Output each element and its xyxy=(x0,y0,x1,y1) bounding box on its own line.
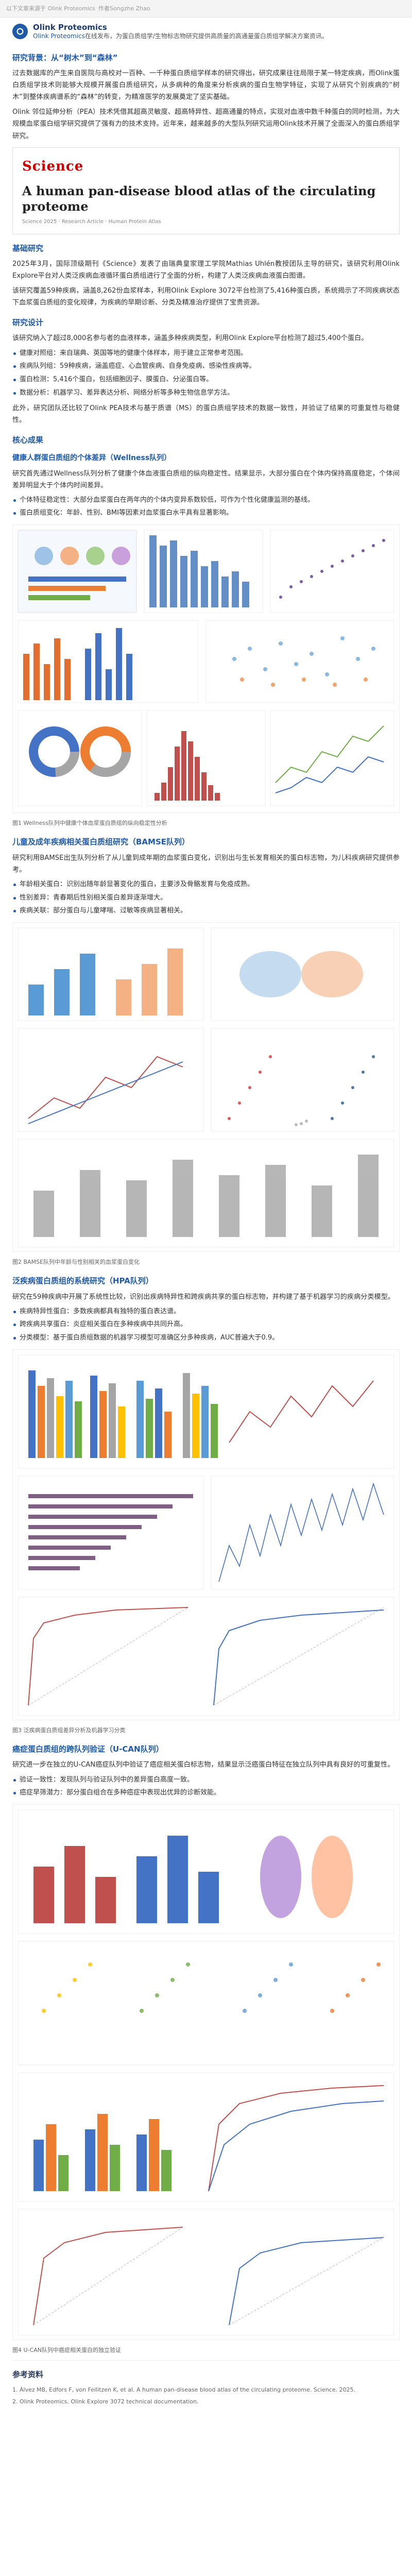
figure-4 xyxy=(12,1804,400,2341)
ucan-list: 验证一致性：发现队列与验证队列中的差异蛋白高度一致。 癌症早筛潜力：部分蛋白组合… xyxy=(12,1774,400,1800)
journal-logo: Science xyxy=(22,158,84,174)
paragraph-wellness: 研究首先通过Wellness队列分析了健康个体血液蛋白质组的纵向稳定性。结果显示… xyxy=(12,469,400,489)
bamse-list: 年龄相关蛋白：识别出随年龄显著变化的蛋白，主要涉及骨骼发育与免疫成熟。 性别差异… xyxy=(12,879,400,917)
figure-2-caption: 图2 BAMSE队列中年龄与性别相关的血浆蛋白变化 xyxy=(12,1259,140,1266)
list-item: 健康对照组：来自瑞典、英国等地的健康个体样本，用于建立正常参考范围。 xyxy=(12,348,400,360)
account-description: Olink Proteomics在线发布，为蛋白质组学/生物标志物研究提供高质量… xyxy=(33,32,328,40)
paragraph-ucan: 研究进一步在独立的U-CAN癌症队列中验证了癌症相关蛋白标志物，结果显示泛癌蛋白… xyxy=(12,1761,394,1769)
topbar-source: 以下文章来源于 Olink Proteomics xyxy=(6,5,95,12)
account-header[interactable]: Olink Proteomics Olink Proteomics在线发布，为蛋… xyxy=(12,18,400,44)
figure-4-graphic xyxy=(18,1809,394,2336)
figure-2-graphic xyxy=(18,927,394,1248)
hpa-list: 疾病特异性蛋白：多数疾病都具有独特的蛋白表达谱。 跨疾病共享蛋白：炎症相关蛋白在… xyxy=(12,1306,400,1344)
list-item: 蛋白质组变化：年龄、性别、BMI等因素对血浆蛋白水平具有显著影响。 xyxy=(12,507,400,519)
subhead-wellness: 健康人群蛋白质组的个体差异（Wellness队列） xyxy=(12,454,171,463)
list-item: 数据分析：机器学习、差异表达分析、网络分析等多种生物信息学方法。 xyxy=(12,387,400,399)
list-item: 个体特征稳定性：大部分血浆蛋白在两年内的个体内变异系数较低，可作为个性化健康监测… xyxy=(12,495,400,506)
paragraph-background-2: Olink 邻位延伸分析（PEA）技术凭借其超高灵敏度、超高特异性、超高通量的特… xyxy=(12,108,400,140)
reference-item: 2. Olink Proteomics. Olink Explore 3072 … xyxy=(12,2398,199,2405)
design-list: 健康对照组：来自瑞典、英国等地的健康个体样本，用于建立正常参考范围。 疾病队列组… xyxy=(12,348,400,399)
section-title-basic: 基础研究 xyxy=(12,243,44,253)
list-item: 疾病关联：部分蛋白与儿童哮喘、过敏等疾病显著相关。 xyxy=(12,905,400,917)
section-title-hpa: 泛疾病蛋白质组的系统研究（HPA队列） xyxy=(12,1276,153,1286)
figure-1-caption: 图1 Wellness队列中健康个体血浆蛋白质组的纵向稳定性分析 xyxy=(12,820,167,827)
reference-item: 1. Álvez MB, Edfors F, von Feilitzen K, … xyxy=(12,2386,355,2393)
paper-title: A human pan-disease blood atlas of the c… xyxy=(22,183,376,214)
list-item: 疾病队列组：59种疾病，涵盖癌症、心血管疾病、自身免疫病、感染性疾病等。 xyxy=(12,361,400,372)
figure-4-caption: 图4 U-CAN队列中癌症相关蛋白的独立验证 xyxy=(12,2347,121,2354)
paragraph-hpa: 研究在59种疾病中开展了系统性比较，识别出疾病特异性和跨疾病共享的蛋白标志物，并… xyxy=(12,1293,395,1301)
top-bar: 以下文章来源于 Olink Proteomics 作者Songzhe Zhao xyxy=(0,0,412,18)
wellness-list: 个体特征稳定性：大部分血浆蛋白在两年内的个体内变异系数较低，可作为个性化健康监测… xyxy=(12,495,400,520)
list-item: 年龄相关蛋白：识别出随年龄显著变化的蛋白，主要涉及骨骼发育与免疫成熟。 xyxy=(12,879,400,891)
divider xyxy=(12,2360,400,2361)
list-item: 蛋白检测：5,416个蛋白，包括细胞因子、膜蛋白、分泌蛋白等。 xyxy=(12,374,400,386)
figure-1 xyxy=(12,524,400,814)
list-item: 验证一致性：发现队列与验证队列中的差异蛋白高度一致。 xyxy=(12,1774,400,1786)
section-title-design: 研究设计 xyxy=(12,318,44,328)
section-title-bamse: 儿童及成年疾病相关蛋白质组研究（BAMSE队列） xyxy=(12,837,190,847)
figure-3 xyxy=(12,1349,400,1720)
paragraph-basic-2: 该研究覆盖59种疾病，涵盖8,262份血浆样本，利用Olink Explore … xyxy=(12,287,400,307)
paper-meta: Science 2025 · Research Article · Human … xyxy=(22,219,161,225)
list-item: 跨疾病共享蛋白：炎症相关蛋白在多种疾病中共同升高。 xyxy=(12,1319,400,1331)
paragraph-bamse: 研究利用BAMSE出生队列分析了从儿童到成年期的血浆蛋白变化，识别出与生长发育相… xyxy=(12,854,400,874)
olink-logo xyxy=(12,24,28,40)
list-item: 疾病特异性蛋白：多数疾病都具有独特的蛋白表达谱。 xyxy=(12,1306,400,1318)
section-title-refs: 参考资料 xyxy=(12,2370,44,2380)
paragraph-background-1: 过去数据库的产生来自医院与高校对一百种、一千种蛋白质组学样本的研究得出，研究成果… xyxy=(12,70,400,101)
paragraph-design-2: 此外，研究团队还比较了Olink PEA技术与基于质谱（MS）的蛋白质组学技术的… xyxy=(12,404,400,424)
section-title-background: 研究背景：从“树木”到“森林” xyxy=(12,53,118,62)
list-item: 癌症早筛潜力：部分蛋白组合在多种癌症中表现出优异的诊断效能。 xyxy=(12,1787,400,1799)
list-item: 性别差异：青春期后性别相关蛋白差异逐渐增大。 xyxy=(12,892,400,904)
section-title-results: 核心成果 xyxy=(12,435,44,445)
account-name: Olink Proteomics xyxy=(33,23,107,32)
paragraph-design-1: 该研究纳入了超过8,000名参与者的血液样本，涵盖多种疾病类型，利用Olink … xyxy=(12,334,368,343)
figure-1-graphic xyxy=(18,530,394,806)
section-title-ucan: 癌症蛋白质组的跨队列验证（U-CAN队列） xyxy=(12,1744,164,1754)
topbar-author: 作者Songzhe Zhao xyxy=(98,5,150,12)
figure-3-graphic xyxy=(18,1354,394,1716)
paragraph-basic-1: 2025年3月，国际顶级期刊《Science》发表了由瑞典皇家理工学院Mathi… xyxy=(12,260,400,280)
figure-2 xyxy=(12,922,400,1252)
figure-3-caption: 图3 泛疾病蛋白质组差异分析及机器学习分类 xyxy=(12,1726,126,1734)
paper-cover: Science A human pan-disease blood atlas … xyxy=(12,147,400,234)
list-item: 分类模型：基于蛋白质组数据的机器学习模型可准确区分多种疾病，AUC普遍大于0.9… xyxy=(12,1332,400,1344)
